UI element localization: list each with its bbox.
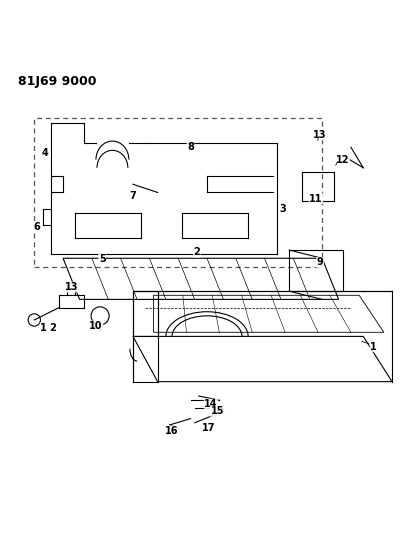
Text: 3: 3 bbox=[279, 204, 286, 214]
Text: 1 2: 1 2 bbox=[40, 323, 57, 333]
Text: 13: 13 bbox=[313, 130, 326, 140]
Text: 16: 16 bbox=[165, 426, 178, 436]
Text: 7: 7 bbox=[129, 191, 136, 201]
Text: 12: 12 bbox=[335, 155, 349, 165]
Text: 15: 15 bbox=[210, 406, 223, 416]
Text: 8: 8 bbox=[187, 142, 194, 152]
Text: 5: 5 bbox=[99, 254, 105, 264]
Text: 6: 6 bbox=[33, 222, 40, 232]
Text: 9: 9 bbox=[316, 257, 323, 268]
Text: 14: 14 bbox=[204, 399, 217, 409]
Text: 4: 4 bbox=[41, 148, 48, 158]
Bar bbox=[34, 118, 321, 266]
Text: 17: 17 bbox=[202, 423, 215, 433]
Text: 81J69 9000: 81J69 9000 bbox=[18, 75, 96, 88]
Text: 11: 11 bbox=[309, 193, 322, 204]
Text: 13: 13 bbox=[64, 282, 78, 292]
Text: 10: 10 bbox=[89, 321, 102, 331]
Text: 1: 1 bbox=[369, 342, 376, 352]
Text: 2: 2 bbox=[193, 247, 199, 257]
